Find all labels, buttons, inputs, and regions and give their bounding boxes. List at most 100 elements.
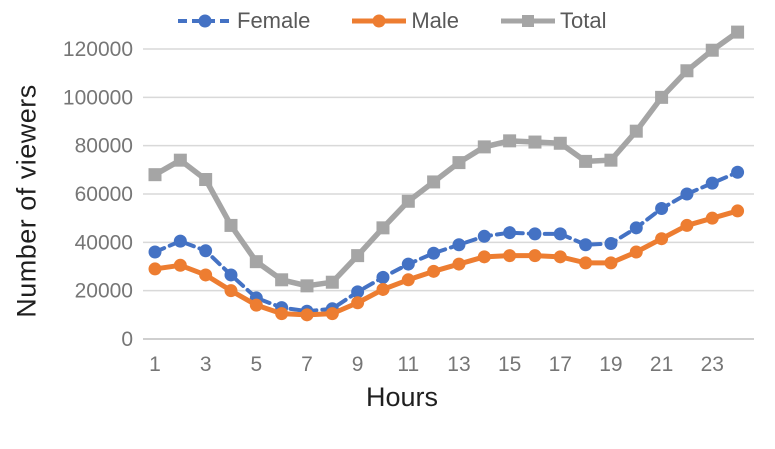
- marker-female: [528, 227, 542, 241]
- marker-female: [452, 238, 466, 252]
- marker-male: [249, 298, 263, 312]
- marker-male: [351, 296, 365, 310]
- marker-female: [173, 234, 187, 248]
- marker-female: [199, 244, 213, 258]
- y-tick-label: 40000: [75, 231, 133, 254]
- y-axis-title: Number of viewers: [11, 84, 42, 318]
- marker-male: [376, 282, 390, 296]
- marker-total: [629, 124, 643, 138]
- marker-total: [199, 173, 213, 187]
- marker-total: [731, 25, 745, 39]
- marker-female: [427, 246, 441, 260]
- marker-male: [325, 307, 339, 321]
- marker-male: [731, 204, 745, 218]
- marker-total: [249, 255, 263, 269]
- marker-female: [477, 229, 491, 243]
- x-tick-label: 23: [701, 353, 724, 376]
- marker-total: [275, 273, 289, 287]
- marker-total: [680, 64, 694, 78]
- marker-total: [604, 153, 618, 167]
- marker-total: [655, 90, 669, 104]
- marker-male: [300, 308, 314, 322]
- y-tick-label: 80000: [75, 135, 133, 158]
- legend-label-female: Female: [237, 8, 311, 33]
- x-tick-label: 19: [599, 353, 622, 376]
- marker-total: [528, 135, 542, 149]
- marker-female: [731, 165, 745, 179]
- marker-female: [351, 285, 365, 299]
- marker-total: [173, 153, 187, 167]
- x-tick-label: 11: [397, 353, 419, 376]
- marker-male: [173, 258, 187, 272]
- marker-female: [629, 221, 643, 235]
- marker-total: [579, 154, 593, 168]
- legend-item-total: Total: [501, 8, 607, 34]
- marker-total: [553, 136, 567, 150]
- legend-female-marker-icon: [178, 14, 232, 28]
- marker-female: [224, 268, 238, 282]
- y-tick-label: 100000: [63, 86, 133, 109]
- y-tick-label: 60000: [75, 183, 133, 206]
- y-tick-label: 20000: [75, 280, 133, 303]
- marker-male: [655, 232, 669, 246]
- x-tick-label: 21: [650, 353, 673, 376]
- marker-female: [401, 257, 415, 271]
- marker-total: [427, 175, 441, 189]
- marker-total: [224, 218, 238, 232]
- marker-male: [629, 245, 643, 259]
- x-tick-label: 9: [352, 353, 364, 376]
- marker-male: [579, 256, 593, 270]
- x-tick-label: 1: [149, 353, 161, 376]
- marker-male: [477, 250, 491, 264]
- marker-female: [705, 176, 719, 190]
- series-line-male: [152, 208, 741, 318]
- marker-total: [401, 194, 415, 208]
- marker-female: [579, 238, 593, 252]
- marker-male: [401, 273, 415, 287]
- marker-female: [376, 270, 390, 284]
- y-tick-label: 120000: [63, 38, 133, 61]
- marker-male: [604, 256, 618, 270]
- marker-female: [680, 187, 694, 201]
- legend-label-total: Total: [560, 8, 607, 33]
- marker-female: [604, 237, 618, 251]
- x-tick-label: 3: [200, 353, 212, 376]
- marker-male: [224, 284, 238, 298]
- marker-male: [199, 268, 213, 282]
- marker-total: [477, 140, 491, 154]
- marker-total: [452, 156, 466, 170]
- marker-total: [705, 43, 719, 57]
- marker-male: [528, 249, 542, 263]
- marker-female: [655, 202, 669, 216]
- x-tick-label: 15: [498, 353, 521, 376]
- marker-male: [680, 218, 694, 232]
- marker-total: [503, 134, 517, 148]
- legend-total-marker-icon: [501, 15, 556, 27]
- marker-male: [275, 307, 289, 321]
- marker-male: [427, 264, 441, 278]
- x-tick-label: 13: [447, 353, 470, 376]
- marker-total: [351, 249, 365, 263]
- x-tick-label: 17: [549, 353, 572, 376]
- legend-item-female: Female: [178, 8, 310, 34]
- marker-male: [148, 262, 162, 276]
- marker-female: [503, 226, 517, 240]
- y-tick-label: 0: [121, 328, 133, 351]
- x-tick-label: 5: [250, 353, 262, 376]
- marker-total: [148, 168, 162, 182]
- marker-male: [705, 211, 719, 225]
- legend-male-marker-icon: [352, 14, 407, 28]
- legend: Female Male Total: [178, 8, 607, 34]
- legend-item-male: Male: [352, 8, 459, 34]
- marker-female: [553, 227, 567, 241]
- marker-total: [300, 279, 314, 293]
- x-tick-label: 7: [301, 353, 313, 376]
- marker-female: [148, 245, 162, 259]
- marker-male: [553, 250, 567, 264]
- marker-male: [452, 257, 466, 271]
- marker-total: [376, 221, 390, 235]
- x-axis-title: Hours: [365, 382, 439, 412]
- legend-label-male: Male: [411, 8, 460, 33]
